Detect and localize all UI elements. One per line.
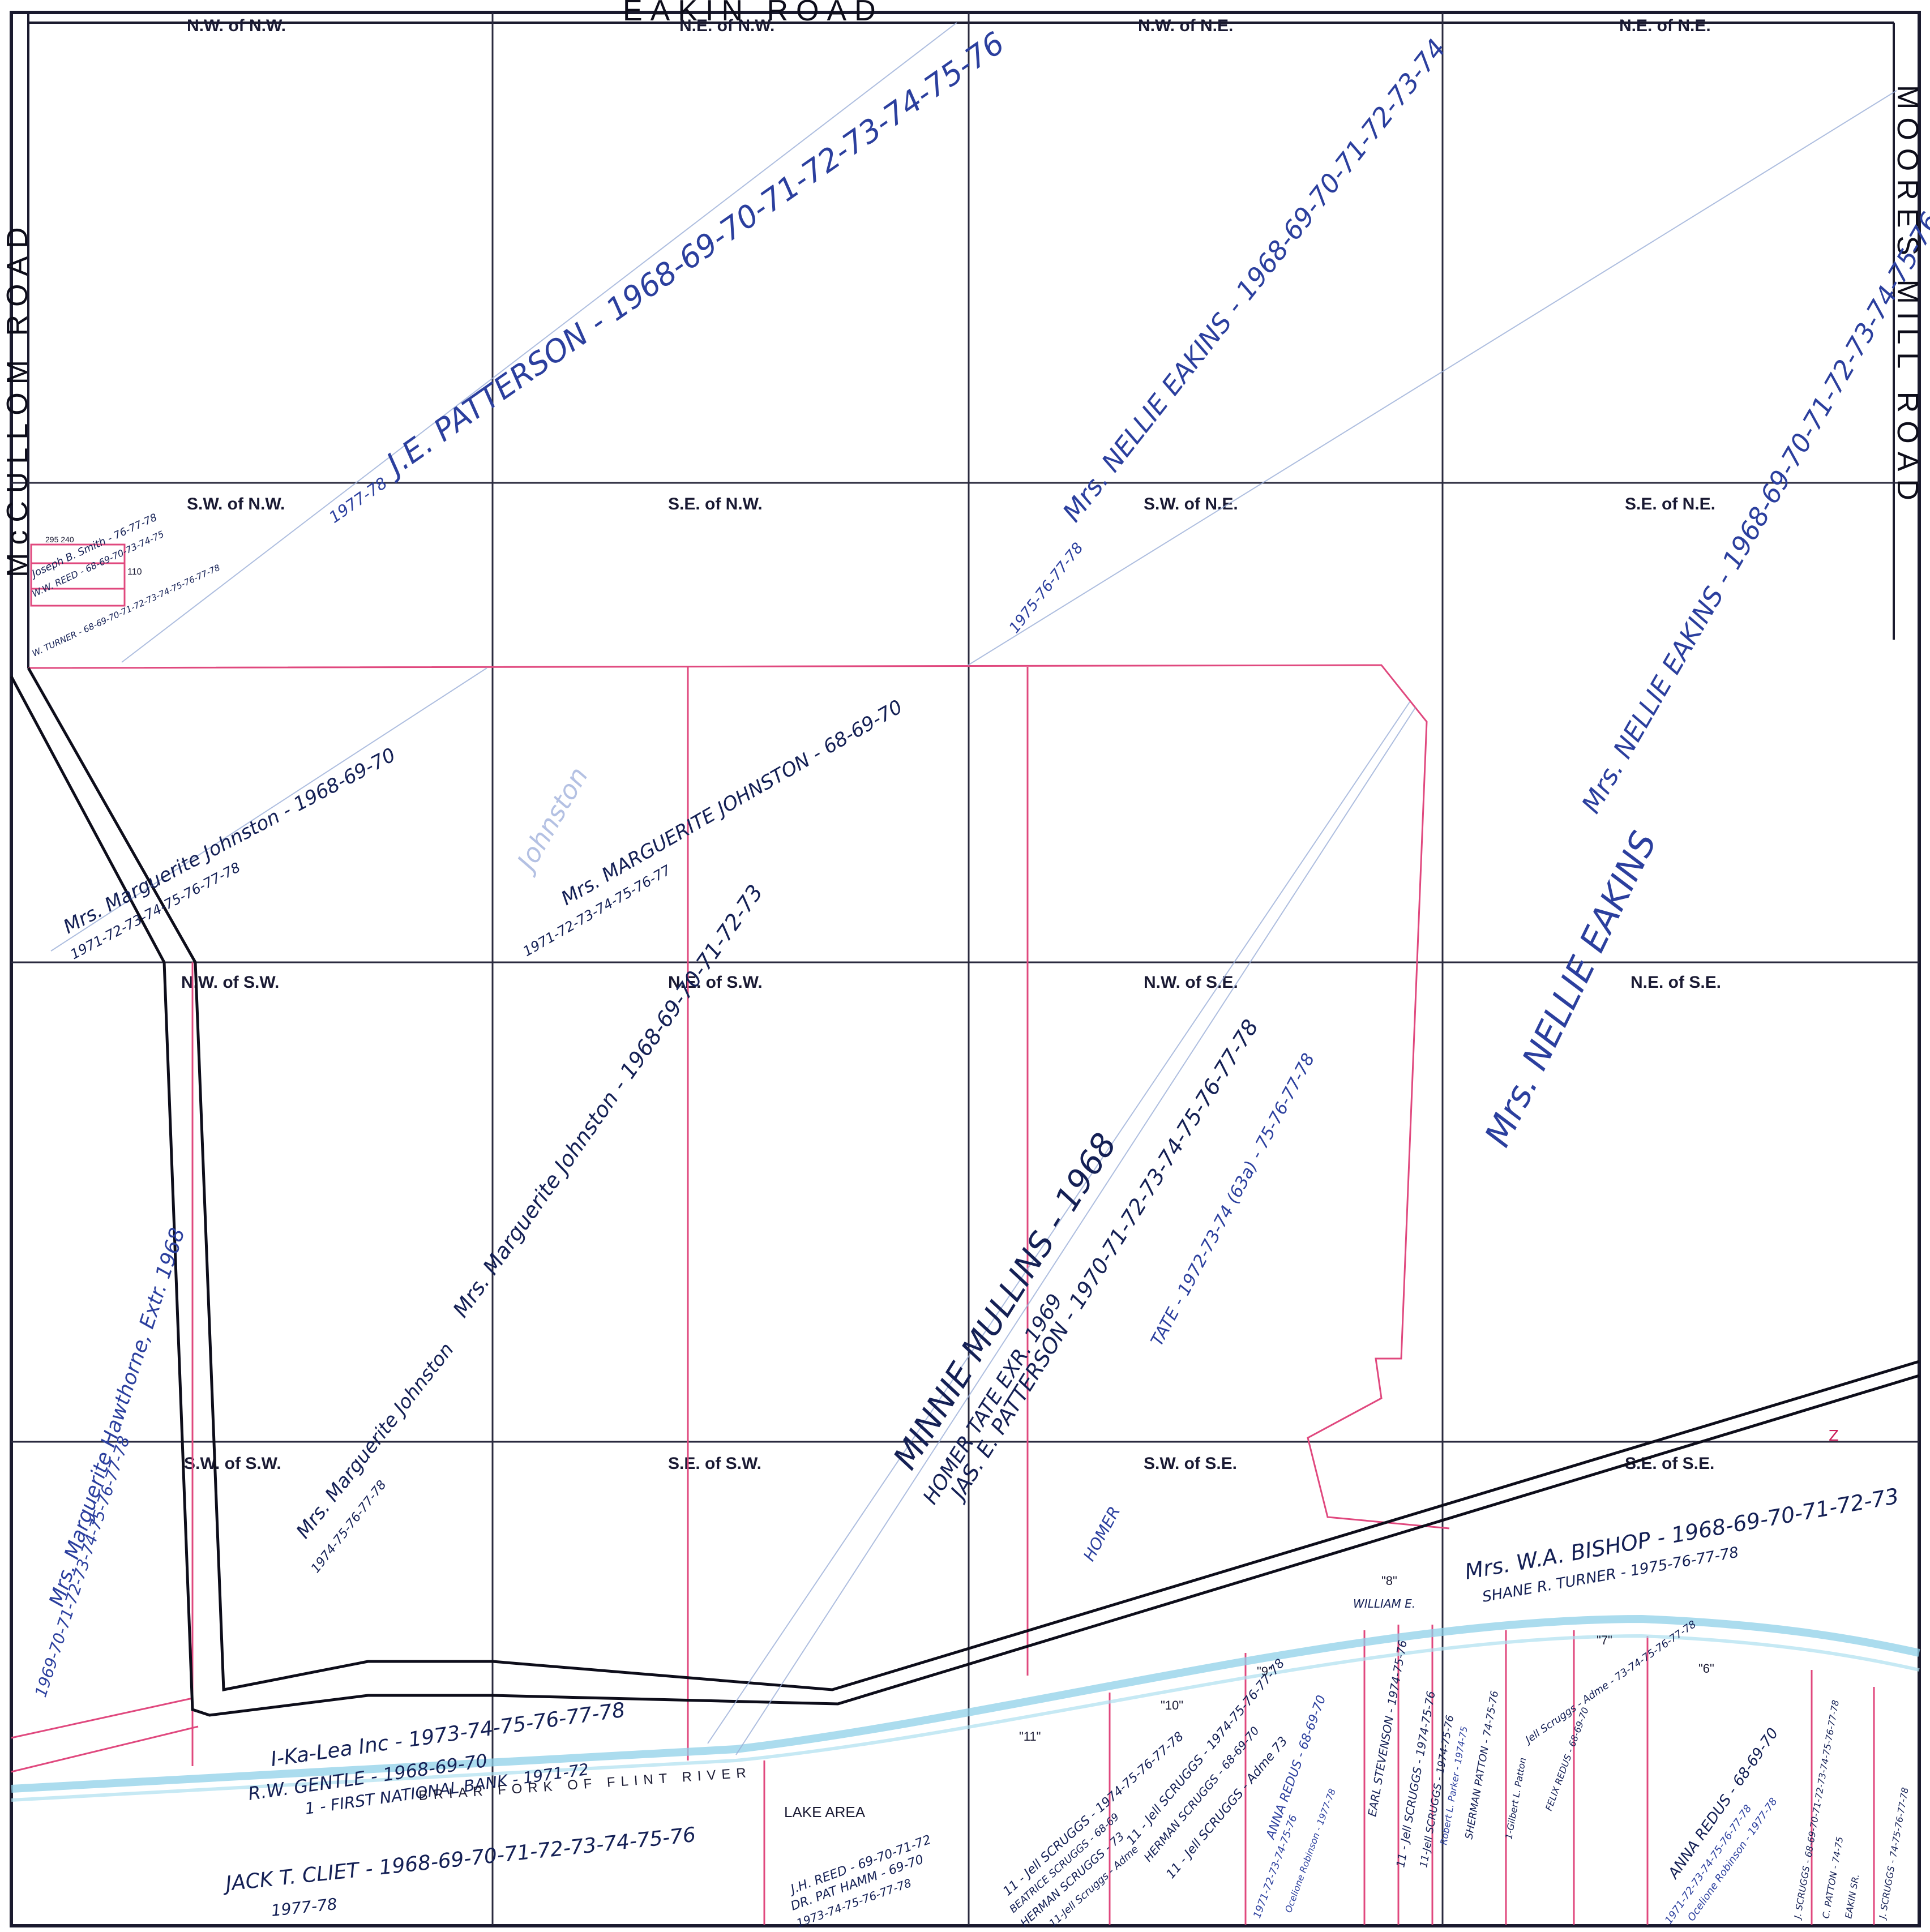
section-label: S.W. of N.E. [1144, 495, 1238, 513]
lake-label: LAKE AREA [784, 1804, 866, 1820]
section-label: S.E. of N.W. [668, 495, 763, 513]
lot-number: "8" [1381, 1574, 1397, 1588]
owner-label: C. PATTON - 74-75 [1820, 1836, 1845, 1920]
owner-label: Mrs. Marguerite Johnston - 1968-69-70-71… [448, 880, 768, 1322]
section-labels: N.W. of N.W. N.E. of N.W. N.W. of N.E. N… [181, 16, 1721, 1473]
section-label: N.W. of S.E. [1144, 973, 1238, 992]
corner-mark: Z [1829, 1428, 1839, 1445]
section-label: N.E. of S.E. [1631, 973, 1721, 992]
lot-number: "6" [1698, 1661, 1714, 1676]
owner-label: 1977-78 [270, 1895, 338, 1920]
section-label: S.W. of S.W. [184, 1454, 281, 1473]
owner-label: Mrs. Marguerite Hawthorne, Extr. 1968 [45, 1225, 190, 1609]
owner-label: Mrs. Marguerite Johnston [292, 1339, 459, 1543]
road-label-right: MOORES MILL ROAD [1891, 85, 1924, 508]
owner-label: EAKIN SR. [1843, 1873, 1861, 1920]
owner-label: Ocelione Robinson - 1977-78 [1685, 1796, 1780, 1924]
map-border [10, 11, 1921, 1927]
section-label: S.E. of S.W. [668, 1454, 761, 1473]
section-label: S.W. of N.W. [187, 495, 285, 513]
section-label: N.E. of N.E. [1619, 16, 1711, 35]
owner-label: J. SCRUGGS - 74-75-76-77-78 [1877, 1787, 1911, 1921]
section-label: N.E. of N.W. [679, 16, 774, 35]
owner-label: EARL STEVENSON - 1974-75-76 [1365, 1639, 1410, 1817]
lot-number: "10" [1161, 1698, 1183, 1712]
road-label-left: McCULLOM ROAD [1, 219, 34, 577]
owner-label: Ocelione Robinson - 1977-78 [1283, 1787, 1338, 1914]
owner-label: Johnston [509, 762, 594, 879]
owner-label: HOMER [1080, 1503, 1124, 1565]
roads [10, 667, 1920, 1717]
owner-label: Mrs. NELLIE EAKINS - 1968-69-70-71-72-73… [1576, 134, 1930, 819]
lot-number: "11" [1019, 1729, 1041, 1743]
lot-number: "7" [1597, 1633, 1612, 1647]
owner-label: BEATRICE SCRUGGS - 68-69 [1007, 1811, 1122, 1916]
note-label: 295 240 [45, 535, 74, 544]
owner-label: 1-Gilbert L. Patton [1503, 1757, 1528, 1840]
section-label: N.W. of N.W. [187, 16, 286, 35]
note-label: 110 [127, 567, 142, 577]
owner-label: JACK T. CLIET - 1968-69-70-71-72-73-74-7… [221, 1823, 697, 1896]
river [11, 1614, 1920, 1793]
owner-label: Mrs. MARGUERITE JOHNSTON - 68-69-70 [558, 696, 907, 910]
section-label: S.E. of S.E. [1625, 1454, 1714, 1473]
owner-label: 1969-70-71-72-73-74-75-76-77-78 [31, 1434, 134, 1699]
section-grid [11, 12, 1919, 1925]
owner-label: J.E. PATTERSON - 1968-69-70-71-72-73-74-… [376, 25, 1011, 485]
pencil-lines [50, 22, 1897, 1755]
owner-label: TATE - 1972-73-74 (63a) - 75-76-77-78 [1147, 1050, 1319, 1350]
owner-label: SHERMAN PATTON - 74-75-76 [1463, 1690, 1501, 1840]
lot-number: "9" [1257, 1664, 1273, 1678]
owner-label: WILLIAM E. [1353, 1597, 1415, 1610]
river-bank [11, 1634, 1920, 1802]
owner-label: JAS. E. PATTERSON - 1970-71-72-73-74-75-… [944, 1015, 1264, 1506]
section-label: N.W. of N.E. [1138, 16, 1233, 35]
property-boundaries [11, 543, 1875, 1925]
owner-label: Mrs. NELLIE EAKINS - 1968-69-70-71-72-73… [1056, 33, 1452, 528]
owner-label: 1975-76-77-78 [1006, 539, 1087, 636]
section-label: N.E. of S.W. [668, 973, 763, 992]
section-label: S.E. of N.E. [1625, 495, 1715, 513]
road-label-top: EAKIN ROAD [623, 0, 884, 27]
owner-label: Mrs. Marguerite Johnston - 1968-69-70 [59, 744, 399, 939]
section-label: S.W. of S.E. [1144, 1454, 1237, 1473]
